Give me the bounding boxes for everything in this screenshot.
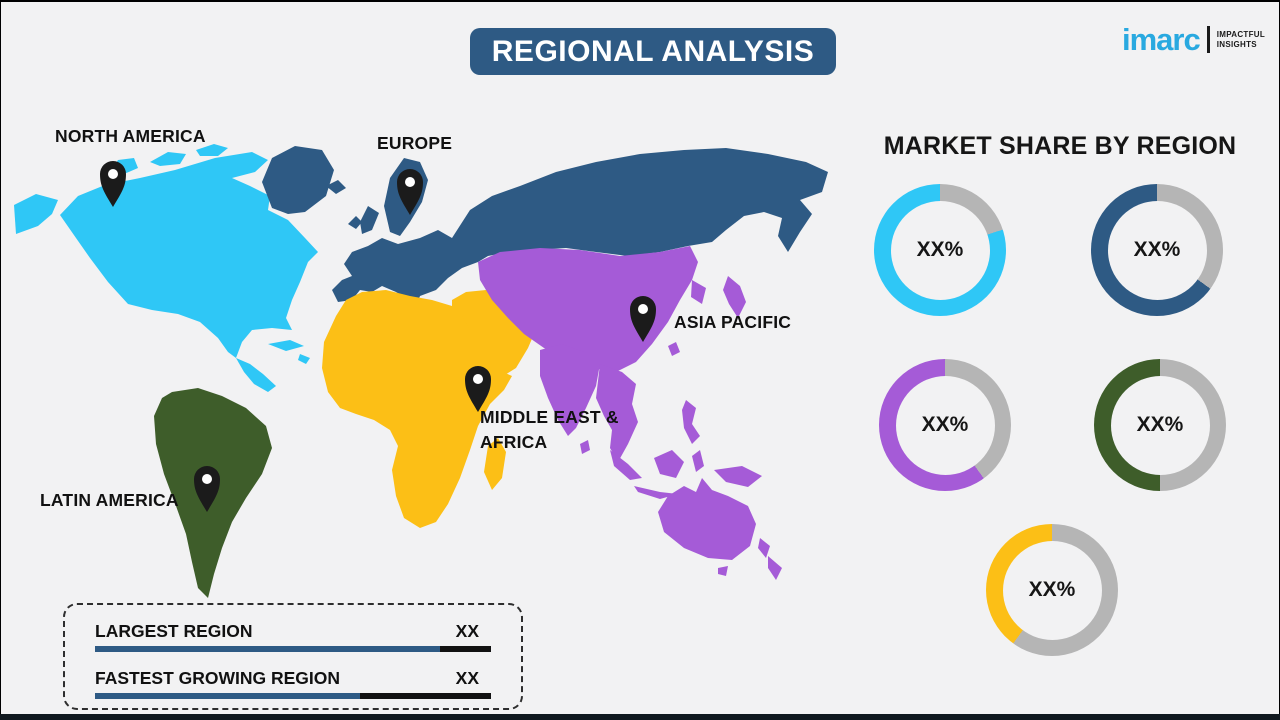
label-europe: EUROPE: [377, 133, 453, 153]
donut-hole: [895, 375, 995, 475]
label-middle-east-africa: MIDDLE EAST & AFRICA: [480, 405, 619, 455]
donut-hole: [1107, 200, 1207, 300]
donut-hole: [890, 200, 990, 300]
legend-row-largest-region: LARGEST REGION XX: [95, 621, 491, 652]
legend-bar-track: [95, 693, 491, 699]
legend-box: LARGEST REGION XX FASTEST GROWING REGION…: [63, 603, 523, 710]
label-middle-east-line1: MIDDLE EAST &: [480, 407, 619, 427]
legend-bar-fill: [95, 693, 361, 699]
legend-bar-track: [95, 646, 491, 652]
donut-europe: XX%: [1091, 184, 1223, 316]
legend-value: XX: [455, 621, 479, 641]
logo-tagline: IMPACTFUL INSIGHTS: [1217, 30, 1265, 50]
map-pin-north-america: [100, 161, 126, 207]
map-pin-asia-pacific: [630, 296, 656, 342]
logo-tagline-line2: INSIGHTS: [1216, 39, 1257, 49]
logo-tagline-line1: IMPACTFUL: [1216, 29, 1266, 39]
donut-middle-east-africa: XX%: [986, 524, 1118, 656]
label-middle-east-line2: AFRICA: [480, 432, 548, 452]
donut-value-label: XX%: [1028, 578, 1076, 601]
donut-value-label: XX%: [1133, 238, 1181, 261]
donut-hole: [1110, 375, 1210, 475]
label-north-america: NORTH AMERICA: [55, 126, 206, 146]
map-pin-middle-east-africa: [465, 366, 491, 412]
donut-value-label: XX%: [916, 238, 964, 261]
donut-hole: [1002, 540, 1102, 640]
page-title-banner: REGIONAL ANALYSIS: [470, 28, 836, 75]
page-title: REGIONAL ANALYSIS: [491, 34, 815, 68]
imarc-logo: imarc IMPACTFUL INSIGHTS: [1122, 24, 1265, 55]
donut-north-america: XX%: [874, 184, 1006, 316]
legend-row-fastest-growing-region: FASTEST GROWING REGION XX: [95, 668, 491, 699]
donut-asia-pacific: XX%: [879, 359, 1011, 491]
map-pin-latin-america: [194, 466, 220, 512]
imarc-logo-wordmark: imarc: [1122, 22, 1201, 57]
legend-label: LARGEST REGION: [95, 621, 253, 641]
label-asia-pacific: ASIA PACIFIC: [674, 312, 792, 332]
map-pin-europe: [397, 169, 423, 215]
legend-bar-fill: [95, 646, 440, 652]
bottom-accent-strip: [0, 714, 1280, 720]
logo-divider: [1206, 26, 1210, 53]
market-share-title: MARKET SHARE BY REGION: [883, 132, 1237, 160]
legend-value: XX: [455, 668, 479, 688]
donut-value-label: XX%: [921, 413, 969, 436]
legend-label: FASTEST GROWING REGION: [95, 668, 341, 688]
donut-latin-america: XX%: [1094, 359, 1226, 491]
region-north-america: [14, 144, 318, 392]
label-latin-america: LATIN AMERICA: [40, 490, 179, 510]
donut-value-label: XX%: [1136, 413, 1184, 436]
